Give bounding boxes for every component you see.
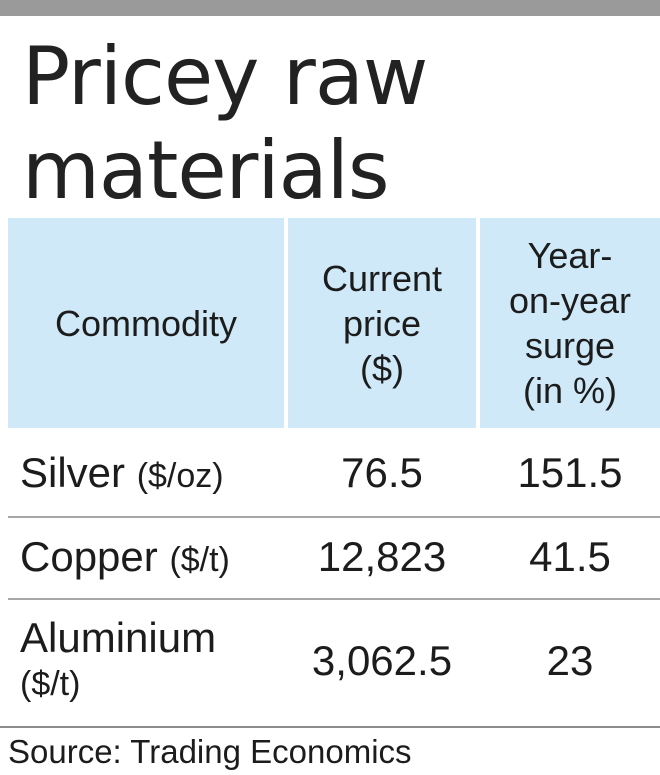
- commodity-name: Aluminium: [20, 614, 217, 661]
- table-row: Aluminium ($/t) 3,062.5 23: [8, 598, 660, 724]
- header-surge-line: on-year: [508, 280, 632, 321]
- header-surge-line: (in %): [522, 370, 617, 411]
- row-divider: [8, 516, 660, 518]
- header-price-line: ($): [359, 347, 404, 389]
- price-cell: 12,823: [317, 533, 447, 580]
- price-cell: 76.5: [341, 449, 423, 496]
- commodity-name: Copper: [20, 533, 158, 580]
- commodity-unit: ($/t): [20, 665, 81, 703]
- commodity-unit: ($/oz): [136, 457, 224, 495]
- surge-cell: 41.5: [529, 533, 611, 580]
- table-row: Copper ($/t) 12,823 41.5: [8, 516, 660, 598]
- commodity-cell: Silver ($/oz): [20, 430, 290, 516]
- chart-title: Pricey raw materials: [22, 30, 428, 217]
- commodity-name: Silver: [20, 449, 126, 496]
- header-yoy-surge: Year- on-year surge (in %): [480, 218, 660, 428]
- source-note: Source: Trading Economics: [8, 733, 412, 770]
- surge-cell: 23: [546, 637, 594, 684]
- bottom-rule: [0, 726, 660, 728]
- header-current-price: Current price ($): [288, 218, 476, 428]
- row-divider: [8, 598, 660, 600]
- commodity-cell: Copper ($/t): [20, 516, 290, 598]
- header-price-line: price: [342, 302, 421, 344]
- commodity-cell: Aluminium ($/t): [20, 598, 290, 724]
- price-cell: 3,062.5: [311, 637, 453, 684]
- header-commodity-line: Commodity: [54, 302, 238, 344]
- commodity-table: Commodity Current price ($) Year- on-yea…: [8, 218, 660, 724]
- header-surge-line: surge: [524, 325, 616, 366]
- header-commodity: Commodity: [8, 218, 284, 428]
- header-price-line: Current: [321, 257, 443, 299]
- surge-cell: 151.5: [517, 449, 623, 496]
- table-header-row: Commodity Current price ($) Year- on-yea…: [8, 218, 660, 428]
- header-surge-line: Year-: [527, 235, 613, 276]
- commodity-unit: ($/t): [169, 541, 230, 579]
- top-bar: [0, 0, 660, 16]
- table-row: Silver ($/oz) 76.5 151.5: [8, 430, 660, 516]
